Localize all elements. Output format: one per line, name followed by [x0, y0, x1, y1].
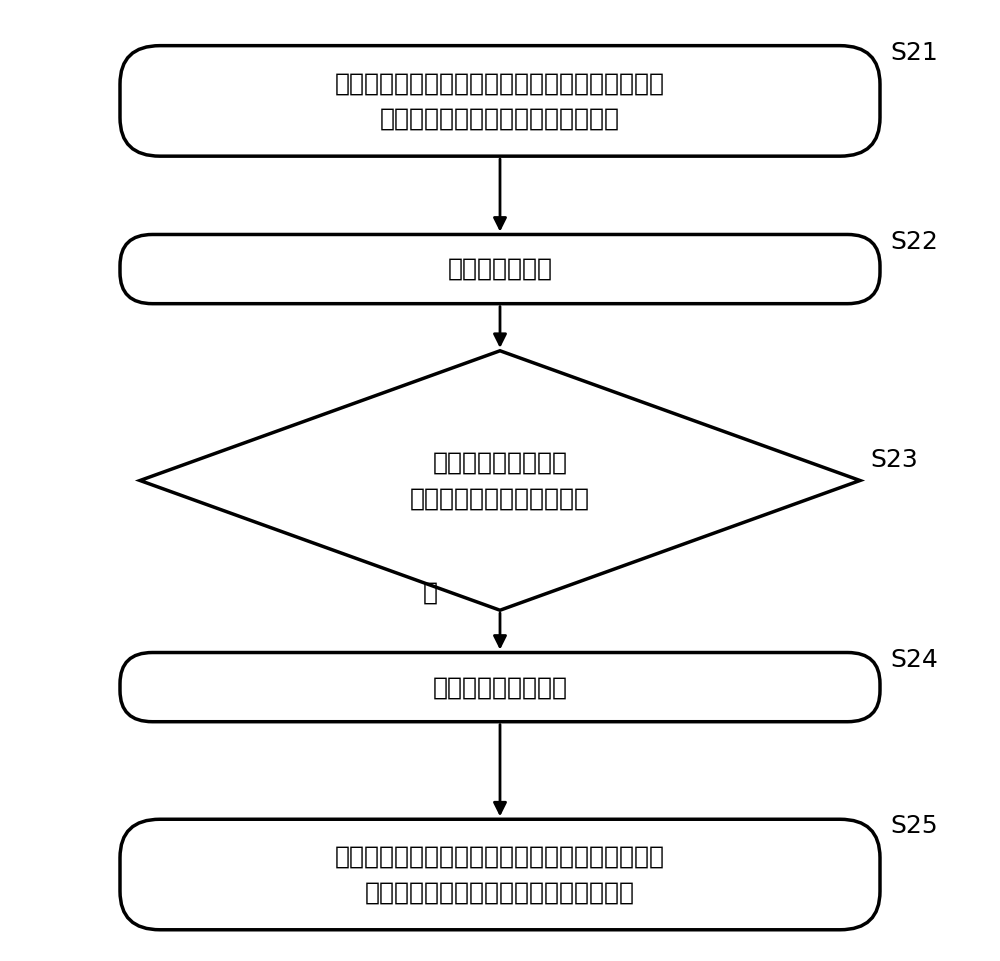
Text: S24: S24 — [890, 648, 938, 672]
Text: 将待转移的资金冻结: 将待转移的资金冻结 — [432, 676, 568, 699]
Text: 待转移资金的金额与
所需要的资金额度是否匹配: 待转移资金的金额与 所需要的资金额度是否匹配 — [410, 451, 590, 510]
Text: S23: S23 — [870, 448, 918, 472]
Text: S21: S21 — [890, 40, 938, 64]
Text: 确定待转移资金: 确定待转移资金 — [448, 258, 552, 281]
FancyBboxPatch shape — [120, 819, 880, 930]
Text: S25: S25 — [890, 814, 938, 838]
Polygon shape — [140, 351, 860, 610]
FancyBboxPatch shape — [120, 653, 880, 722]
FancyBboxPatch shape — [120, 45, 880, 156]
Text: 在接收到针对目标资金账户的资金转移指令时，将
待转移资金解冻并转入所述目标资金账户: 在接收到针对目标资金账户的资金转移指令时，将 待转移资金解冻并转入所述目标资金账… — [335, 845, 665, 904]
Text: 接收资金转移的确认信息并根据所述确认信息确定
目标资金账户以及所需要的资金额度: 接收资金转移的确认信息并根据所述确认信息确定 目标资金账户以及所需要的资金额度 — [335, 71, 665, 131]
Text: S22: S22 — [890, 230, 938, 254]
FancyBboxPatch shape — [120, 234, 880, 304]
Text: 是: 是 — [422, 581, 438, 604]
